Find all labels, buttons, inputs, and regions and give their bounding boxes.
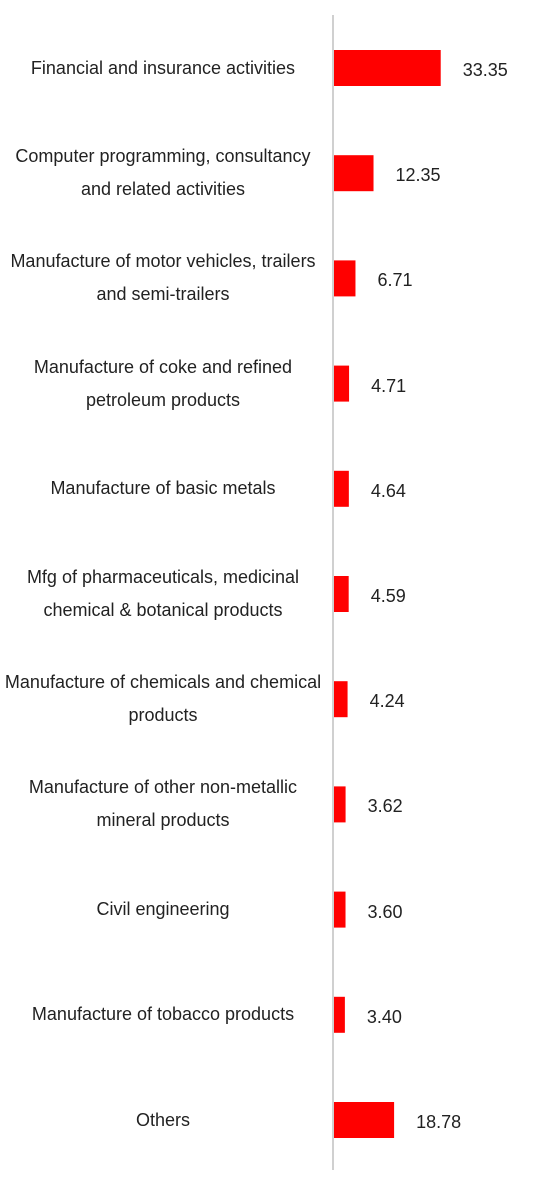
value-label: 33.35 (462, 60, 508, 80)
value-label: 3.40 (366, 1006, 402, 1027)
bar (334, 155, 374, 192)
bar (334, 50, 441, 86)
category-label: Financial and insurance activities (30, 57, 296, 78)
bar (334, 365, 350, 402)
category-label: Computer programming, consultancy and re… (15, 146, 311, 200)
category-label: Mfg of pharmaceuticals, medicinal chemic… (26, 567, 300, 620)
value-label: 12.35 (395, 165, 441, 186)
category-label: Civil engineering (96, 899, 230, 920)
bar (334, 891, 346, 928)
category-label: Manufacture of other non-metallic minera… (28, 777, 298, 831)
category-label: Manufacture of motor vehicles, trailers … (10, 251, 316, 305)
bar (334, 576, 349, 612)
value-label: 4.64 (370, 480, 406, 501)
bar (334, 996, 345, 1033)
value-label: 3.62 (367, 796, 403, 817)
bar (334, 260, 356, 297)
category-label: Manufacture of tobacco products (31, 1004, 295, 1025)
value-label: 18.78 (416, 1112, 462, 1132)
category-label: Manufacture of basic metals (50, 478, 276, 499)
category-label: Manufacture of coke and refined petroleu… (33, 356, 293, 410)
category-label: Others (135, 1109, 191, 1130)
bar (334, 470, 349, 507)
value-label: 4.24 (369, 691, 405, 712)
bar (334, 1102, 395, 1138)
value-label: 3.60 (367, 901, 403, 922)
bar (334, 786, 346, 823)
value-label: 6.71 (377, 270, 413, 291)
category-label: Manufacture of chemicals and chemical pr… (4, 672, 322, 726)
value-label: 4.59 (370, 586, 406, 606)
bar (334, 681, 348, 718)
value-label: 4.71 (371, 375, 407, 396)
